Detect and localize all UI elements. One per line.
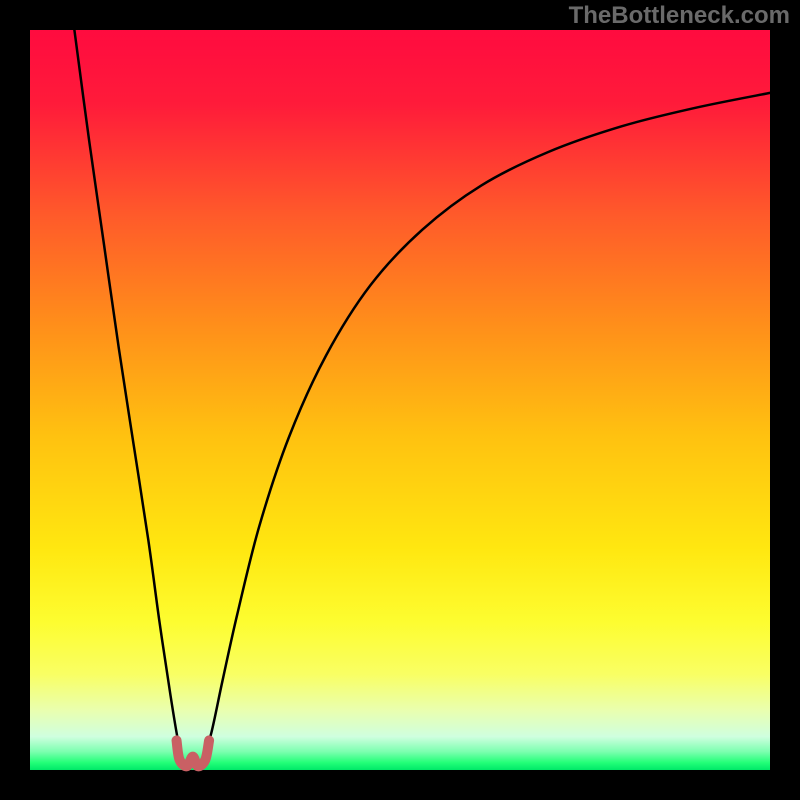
chart-container: TheBottleneck.com bbox=[0, 0, 800, 800]
plot-area bbox=[30, 30, 770, 770]
chart-svg bbox=[0, 0, 800, 800]
watermark-text: TheBottleneck.com bbox=[569, 2, 790, 30]
